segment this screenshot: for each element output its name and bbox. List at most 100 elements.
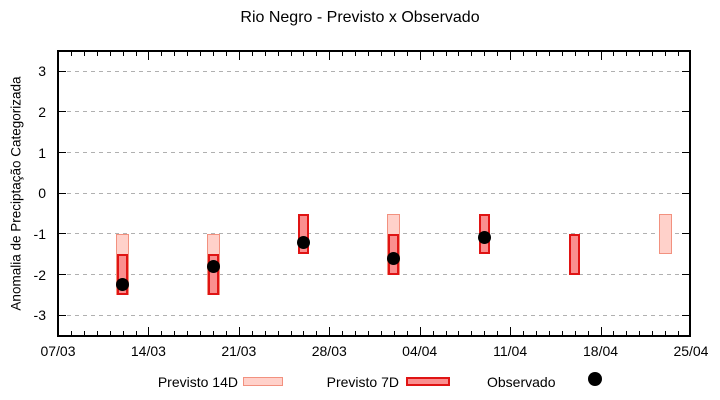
x-tick-mark	[678, 52, 680, 56]
x-tick-mark	[122, 331, 124, 335]
x-tick-mark	[626, 331, 628, 335]
x-tick-mark	[523, 331, 525, 335]
previsto-7d-bar	[297, 213, 309, 255]
y-tick-mark	[682, 314, 689, 316]
x-tick-mark	[213, 52, 215, 56]
gridline	[59, 192, 689, 194]
observado-dot	[477, 231, 491, 245]
x-tick-mark	[200, 52, 202, 56]
y-tick-mark	[59, 192, 66, 194]
x-tick-mark	[187, 52, 189, 56]
x-tick-mark	[535, 331, 537, 335]
x-tick-mark	[639, 52, 641, 56]
x-tick-mark	[639, 331, 641, 335]
x-tick-mark	[200, 331, 202, 335]
chart-title: Rio Negro - Previsto x Observado	[240, 9, 480, 26]
x-tick-mark	[83, 331, 85, 335]
y-tick-mark	[682, 274, 689, 276]
x-tick-mark	[393, 331, 395, 335]
observado-dot	[206, 259, 220, 273]
x-tick-mark	[600, 52, 602, 60]
x-tick-label: 21/03	[221, 343, 257, 359]
x-tick-mark	[497, 331, 499, 335]
x-tick-mark	[122, 52, 124, 56]
x-tick-mark	[277, 52, 279, 56]
legend-label-previsto-7d: Previsto 7D	[326, 374, 399, 390]
y-tick-mark	[682, 70, 689, 72]
x-tick-mark	[380, 331, 382, 335]
x-tick-mark	[678, 331, 680, 335]
x-tick-mark	[303, 331, 305, 335]
x-tick-mark	[587, 331, 589, 335]
y-tick-label: -2	[33, 266, 46, 283]
y-tick-label: 3	[38, 63, 46, 80]
x-tick-mark	[161, 331, 163, 335]
y-tick-mark	[59, 233, 66, 235]
x-tick-mark	[432, 52, 434, 56]
x-tick-label: 18/04	[583, 343, 619, 359]
y-tick-mark	[59, 152, 66, 154]
x-tick-mark	[406, 331, 408, 335]
x-tick-mark	[70, 52, 72, 56]
previsto-7d-bar	[117, 254, 129, 295]
x-tick-mark	[574, 52, 576, 56]
x-tick-mark	[561, 52, 563, 56]
x-tick-mark	[70, 331, 72, 335]
x-tick-mark	[213, 331, 215, 335]
x-tick-mark	[329, 52, 331, 60]
x-tick-mark	[548, 331, 550, 335]
x-tick-mark	[510, 52, 512, 60]
gridline	[59, 111, 689, 113]
x-tick-mark	[471, 331, 473, 335]
x-tick-mark	[535, 52, 537, 56]
x-tick-mark	[665, 52, 667, 56]
x-tick-mark	[238, 327, 240, 335]
plot-area	[57, 50, 691, 337]
x-tick-mark	[316, 52, 318, 56]
x-tick-mark	[83, 52, 85, 56]
x-tick-mark	[251, 331, 253, 335]
gridline	[59, 70, 689, 72]
previsto-7d-bar	[207, 254, 219, 295]
previsto-7d-swatch-icon	[406, 377, 450, 386]
x-tick-mark	[148, 327, 150, 335]
x-tick-mark	[432, 331, 434, 335]
x-tick-mark	[96, 52, 98, 56]
y-tick-mark	[682, 192, 689, 194]
y-tick-mark	[59, 70, 66, 72]
x-tick-mark	[355, 52, 357, 56]
gridline	[59, 152, 689, 154]
x-tick-mark	[561, 331, 563, 335]
x-tick-mark	[652, 331, 654, 335]
x-tick-label: 28/03	[311, 343, 347, 359]
x-tick-mark	[225, 331, 227, 335]
x-tick-mark	[342, 331, 344, 335]
y-tick-label: 0	[38, 185, 46, 202]
legend-label-observado: Observado	[487, 374, 556, 390]
legend-label-previsto-14d: Previsto 14D	[157, 374, 238, 390]
x-tick-label: 04/04	[402, 343, 438, 359]
x-tick-mark	[290, 52, 292, 56]
x-tick-mark	[458, 52, 460, 56]
y-tick-mark	[682, 233, 689, 235]
x-tick-mark	[613, 331, 615, 335]
x-tick-mark	[419, 52, 421, 60]
observado-dot	[387, 251, 401, 265]
x-tick-mark	[458, 331, 460, 335]
x-tick-mark	[406, 52, 408, 56]
x-tick-mark	[600, 327, 602, 335]
x-tick-mark	[148, 52, 150, 60]
gridline	[59, 274, 689, 276]
x-tick-mark	[484, 331, 486, 335]
previsto-14d-swatch-icon	[243, 377, 283, 386]
x-tick-mark	[109, 331, 111, 335]
observado-dot-icon	[588, 372, 602, 386]
y-tick-mark	[59, 314, 66, 316]
y-tick-label: -3	[33, 307, 46, 324]
x-tick-mark	[238, 52, 240, 60]
y-tick-mark	[682, 152, 689, 154]
x-tick-mark	[497, 52, 499, 56]
x-tick-mark	[574, 331, 576, 335]
x-tick-mark	[419, 327, 421, 335]
